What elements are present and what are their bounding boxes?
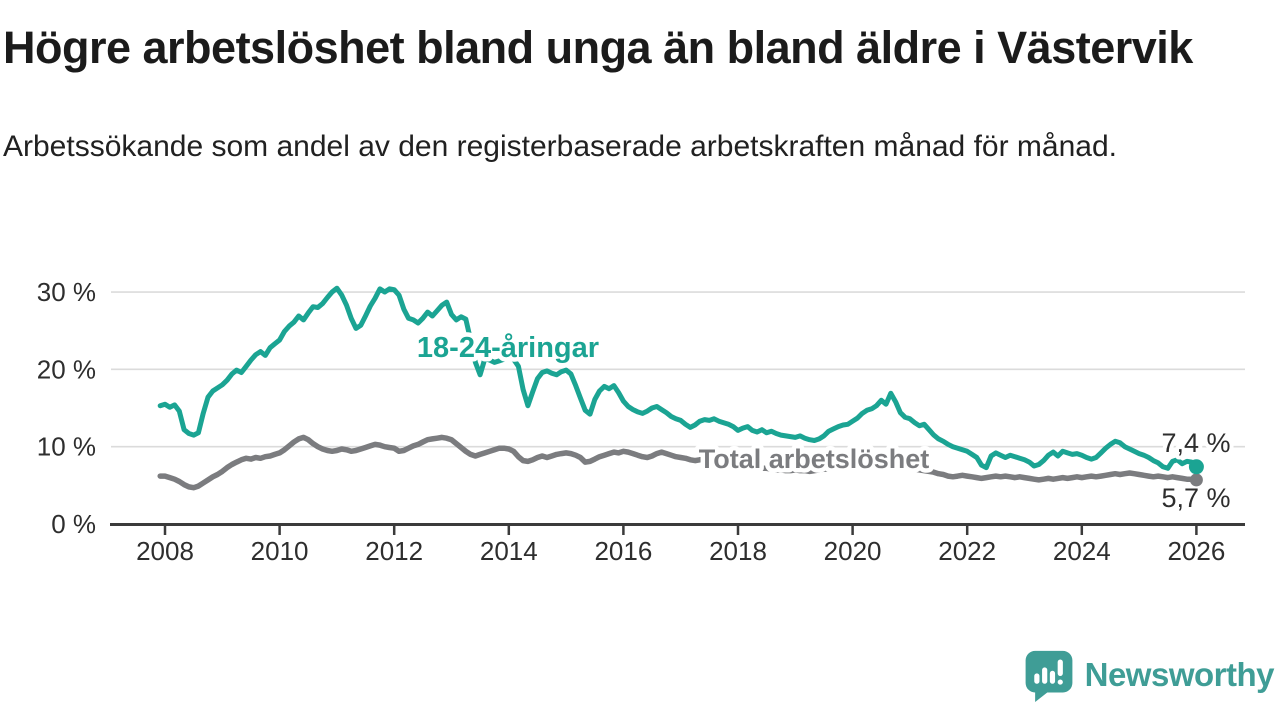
newsworthy-logo: Newsworthy bbox=[1023, 648, 1275, 704]
page-subtitle: Arbetssökande som andel av den registerb… bbox=[3, 130, 1117, 163]
end-dot-youth bbox=[1188, 459, 1204, 475]
series-label-youth: 18-24-åringar bbox=[417, 332, 599, 364]
series-label-total: Total arbetslöshet bbox=[699, 444, 930, 474]
latest-value-label-youth: 7,4 % bbox=[1161, 428, 1230, 458]
y-tick-label: 0 % bbox=[51, 509, 96, 539]
x-tick-label: 2026 bbox=[1167, 536, 1225, 566]
y-tick-label: 10 % bbox=[37, 432, 96, 462]
series-line-youth bbox=[157, 285, 1199, 471]
x-tick-label: 2022 bbox=[938, 536, 996, 566]
x-tick-label: 2010 bbox=[251, 536, 309, 566]
x-tick-label: 2008 bbox=[136, 536, 194, 566]
newsworthy-logo-icon bbox=[1025, 650, 1073, 702]
x-tick-label: 2020 bbox=[824, 536, 882, 566]
x-tick-label: 2012 bbox=[365, 536, 423, 566]
x-tick-label: 2024 bbox=[1053, 536, 1111, 566]
x-tick-label: 2014 bbox=[480, 536, 538, 566]
series-line-total bbox=[157, 434, 1200, 491]
x-tick-label: 2018 bbox=[709, 536, 767, 566]
speech-bubble-shape bbox=[1025, 650, 1073, 702]
y-tick-label: 30 % bbox=[37, 277, 96, 307]
newsworthy-logo-text: Newsworthy bbox=[1084, 655, 1275, 693]
end-dot-total bbox=[1189, 473, 1203, 487]
y-tick-label: 20 % bbox=[37, 354, 96, 384]
mini-bar-chart-glyph bbox=[1033, 659, 1063, 685]
latest-value-label-total: 5,7 % bbox=[1161, 483, 1230, 513]
page-title: Högre arbetslöshet bland unga än bland ä… bbox=[3, 22, 1193, 73]
x-tick-label: 2016 bbox=[594, 536, 652, 566]
